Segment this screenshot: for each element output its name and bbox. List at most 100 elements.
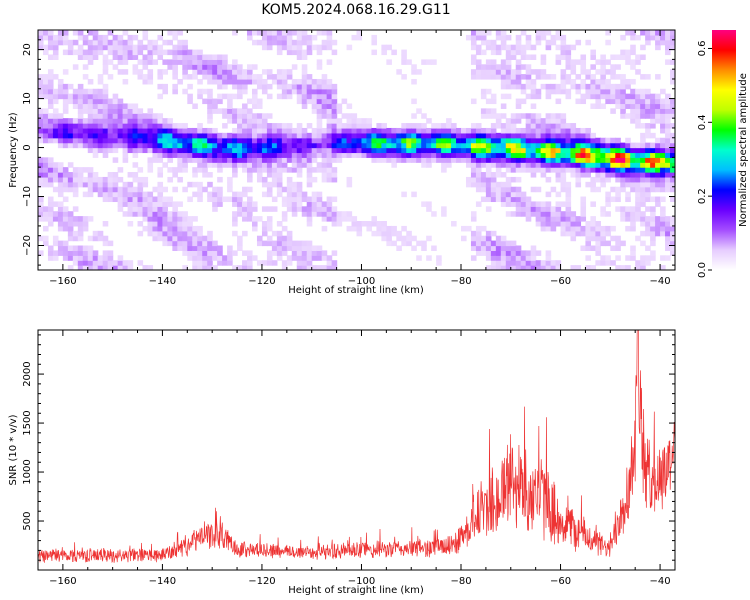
spectrogram-cell <box>336 132 343 139</box>
spectrogram-cell <box>515 103 522 109</box>
spectrogram-cell <box>62 142 69 149</box>
spectrogram-cell <box>147 44 154 51</box>
spectrogram-cell <box>645 172 651 178</box>
spectrogram-cell <box>316 196 323 203</box>
spectrogram-cell <box>421 142 427 149</box>
spectrogram-cell <box>326 88 333 95</box>
spectrogram-cell <box>276 69 283 75</box>
spectrogram-cell <box>266 74 273 80</box>
spectrogram-cell <box>112 127 119 134</box>
spectrogram-cell <box>182 88 188 95</box>
spectrogram-cell <box>311 127 318 134</box>
spectrogram-cell <box>192 69 198 75</box>
spectrogram-cell <box>555 265 562 270</box>
spectrogram-cell <box>386 137 392 144</box>
spectrogram-cell <box>112 34 119 41</box>
spectrogram-cell <box>665 127 671 134</box>
spectrogram-cell <box>555 98 562 105</box>
spectrogram-cell <box>217 196 223 203</box>
spectrogram-cell <box>192 230 198 237</box>
spectrogram-cell <box>276 78 283 85</box>
spectrogram-cell <box>57 201 64 207</box>
spectrogram-cell <box>510 132 517 139</box>
spectrogram-cell <box>670 162 675 168</box>
spectrogram-cell <box>520 113 527 119</box>
spectrogram-cell <box>645 103 651 109</box>
spectrogram-cell <box>555 88 562 95</box>
spectrogram-cell <box>515 98 522 105</box>
spectrogram-cell <box>540 118 547 124</box>
spectrogram-cell <box>560 216 567 222</box>
spectrogram-cell <box>555 152 562 158</box>
spectrogram-cell <box>550 113 557 119</box>
spectrogram-cell <box>276 127 283 134</box>
spectrogram-cell <box>590 181 596 188</box>
spectrogram-cell <box>615 191 621 198</box>
spectrogram-cell <box>670 69 675 75</box>
spectrogram-cell <box>640 230 646 237</box>
spectrogram-cell <box>540 69 547 75</box>
spectrogram-cell <box>62 211 69 217</box>
spectrogram-cell <box>271 147 278 154</box>
spectrogram-cell <box>520 142 527 149</box>
spectrogram-cell <box>431 142 437 149</box>
spectrogram-cell <box>102 54 109 60</box>
spectrogram-cell <box>47 137 54 144</box>
spectrogram-cell <box>600 172 606 178</box>
spectrogram-cell <box>142 216 149 222</box>
spectrogram-cell <box>515 39 522 46</box>
spectrogram-cell <box>560 49 567 56</box>
spectrogram-cell <box>212 54 218 60</box>
spectrogram-cell <box>177 39 183 46</box>
spectrogram-cell <box>495 255 502 261</box>
spectrogram-cell <box>331 123 338 129</box>
spectrogram-cell <box>600 147 606 154</box>
spectrogram-cell <box>351 34 358 41</box>
spectrogram-cell <box>625 211 631 217</box>
spectrogram-cell <box>490 44 497 51</box>
spectrogram-cell <box>162 59 168 65</box>
spectrogram-cell <box>247 74 253 80</box>
spectrogram-cell <box>127 172 134 178</box>
spectrogram-cell <box>590 132 596 139</box>
spectrogram-cell <box>346 216 353 222</box>
spectrogram-cell <box>465 181 472 188</box>
spectrogram-cell <box>266 152 273 158</box>
spectrogram-cell <box>540 142 547 149</box>
spectrogram-cell <box>177 142 183 149</box>
spectrogram-cell <box>202 255 208 261</box>
spectrogram-cell <box>530 83 537 90</box>
spectrogram-cell <box>625 59 631 65</box>
spectrogram-cell <box>580 69 587 75</box>
spectrogram-cell <box>197 123 203 129</box>
spectrogram-cell <box>625 137 631 144</box>
spectrogram-cell <box>47 123 54 129</box>
spectrogram-cell <box>635 103 641 109</box>
spectrogram-cell <box>530 113 537 119</box>
spectrogram-cell <box>446 162 452 168</box>
spectrogram-cell <box>650 113 656 119</box>
spectrogram-cell <box>560 88 567 95</box>
spectrogram-cell <box>62 176 69 183</box>
spectrogram-cell <box>132 54 139 60</box>
spectrogram-cell <box>117 98 124 105</box>
spectrogram-cell <box>356 123 363 129</box>
spectrogram-cell <box>227 78 233 85</box>
spectrogram-cell <box>620 206 626 212</box>
spectrogram-cell <box>62 123 69 129</box>
spectrogram-cell <box>346 176 353 183</box>
spectrogram-cell <box>237 142 243 149</box>
spectrogram-cell <box>296 167 303 173</box>
spectrogram-cell <box>271 196 278 203</box>
spectrogram-cell <box>197 181 203 188</box>
spectrogram-cell <box>247 157 253 163</box>
spectrogram-cell <box>475 230 482 237</box>
spectrogram-cell <box>436 137 442 144</box>
spectrogram-cell <box>286 39 293 46</box>
spectrogram-cell <box>251 137 258 144</box>
spectrogram-cell <box>38 108 44 114</box>
spectrogram-cell <box>197 88 203 95</box>
spectrogram-cell <box>421 123 427 129</box>
spectrogram-cell <box>600 176 606 183</box>
spectrogram-cell <box>485 88 492 95</box>
